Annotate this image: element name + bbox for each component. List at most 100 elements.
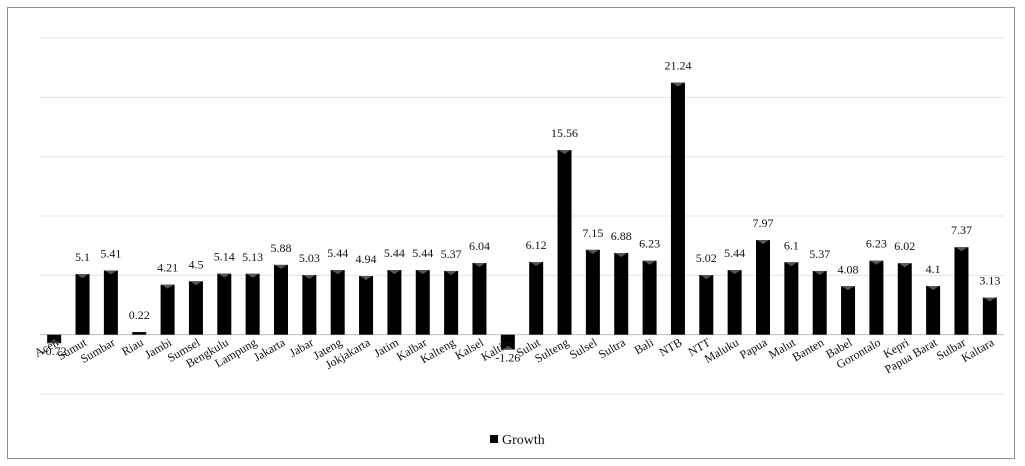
bar-ntt [699,275,714,335]
bar-kalsel [472,262,487,335]
legend: Growth [490,433,545,448]
bar-jateng [330,270,345,335]
value-label: 5.02 [696,251,717,265]
chart-frame [7,7,1015,459]
value-label: 6.23 [639,237,660,251]
bar-bevel [218,273,231,278]
bar-jakarta [274,264,288,335]
bar-bevel [530,262,543,267]
bar-bevel [586,249,599,254]
value-label: 4.5 [188,257,203,271]
category-label: Kaltara [959,335,997,365]
bar-bevel [246,273,259,278]
bar-bevel [76,274,89,279]
value-label: 4.94 [356,252,377,266]
value-label: 5.88 [271,241,292,255]
bar-bevel [388,270,401,275]
category-label: Sulsel [567,335,600,362]
category-label: Jabar [287,335,316,360]
bar-jambi [160,284,175,335]
value-label: 5.44 [724,246,745,260]
bar-bengkulu [217,273,232,335]
value-label: 6.12 [526,238,547,252]
bar-jokjakarta [359,276,374,335]
bar-sumbar [103,270,118,335]
bar-papua-barat [926,286,941,335]
bar-lampung [245,273,260,335]
value-label: 0.22 [129,308,150,322]
bar-maluku [727,270,742,335]
bar-sulbar [954,247,969,335]
bar-bevel [360,276,373,281]
bar-bevel [785,262,798,267]
legend-swatch [490,435,498,443]
bar-sulsel [585,249,600,335]
bar-sumsel [188,281,203,335]
bar-bali [642,260,657,335]
value-label: 4.08 [838,262,859,276]
bar-bevel [416,270,429,275]
bar-bevel [615,253,628,258]
value-label: 5.37 [441,247,462,261]
bar-bevel [445,270,458,275]
bar-bevel [303,274,316,279]
value-labels: -0.72 5.1 5.41 0.22 4.21 4.5 5.14 5.13 5.88 5.03 5… [42,59,1001,365]
bar-kalbar [415,270,430,335]
bar-sulteng [557,150,572,335]
bar-gorontalo [869,260,884,335]
value-label: 5.44 [412,246,433,260]
bar-banten [812,270,827,335]
bar-bevel [161,284,174,289]
legend-label: Growth [502,433,545,448]
category-label: Sultra [596,335,628,362]
bar-malut [784,262,799,335]
bar-bevel [104,270,117,275]
category-label: Riau [119,335,146,358]
value-label: 4.1 [926,262,941,276]
value-label: 5.41 [100,246,121,260]
bar-bevel [870,260,883,265]
category-label: Papua [737,335,770,362]
value-label: 7.15 [582,226,603,240]
value-label: -0.72 [42,344,67,358]
value-label: 5.14 [214,250,235,264]
bar-bevel [48,339,61,344]
value-label: 3.13 [979,274,1000,288]
value-label: -1.26 [495,351,520,365]
bar-bevel [473,262,486,267]
bars [47,82,997,350]
bar-bevel [842,286,855,291]
bar-bevel [813,270,826,275]
bar-sultra [614,253,629,335]
bar-kaltim [500,334,515,350]
bar-kaltara [982,297,997,335]
bar-bevel [898,263,911,268]
value-label: 6.04 [469,239,490,253]
bar-bevel [700,275,713,280]
bar-aceh [47,334,62,344]
bar-jabar [302,274,317,335]
bar-bevel [558,150,571,155]
value-label: 15.56 [551,126,578,140]
bar-bevel [955,247,968,252]
bar-papua [756,240,770,335]
value-label: 21.24 [664,59,691,73]
bar-riau [132,332,147,335]
bar-bevel [275,264,287,269]
bar-bevel [189,281,202,286]
value-label: 5.44 [384,246,405,260]
bar-babel [841,286,856,335]
category-label: Jakarta [251,335,288,364]
bar-bevel [643,260,656,265]
bar-bevel [927,286,940,291]
category-label: Banten [790,335,826,364]
value-label: 4.21 [157,261,178,275]
value-label: 7.97 [753,216,774,230]
bar-bevel [983,297,996,302]
value-label: 6.23 [866,237,887,251]
bar-bevel [728,270,741,275]
bar-ntb [670,82,685,335]
value-label: 5.44 [327,246,348,260]
value-label: 6.1 [784,238,799,252]
